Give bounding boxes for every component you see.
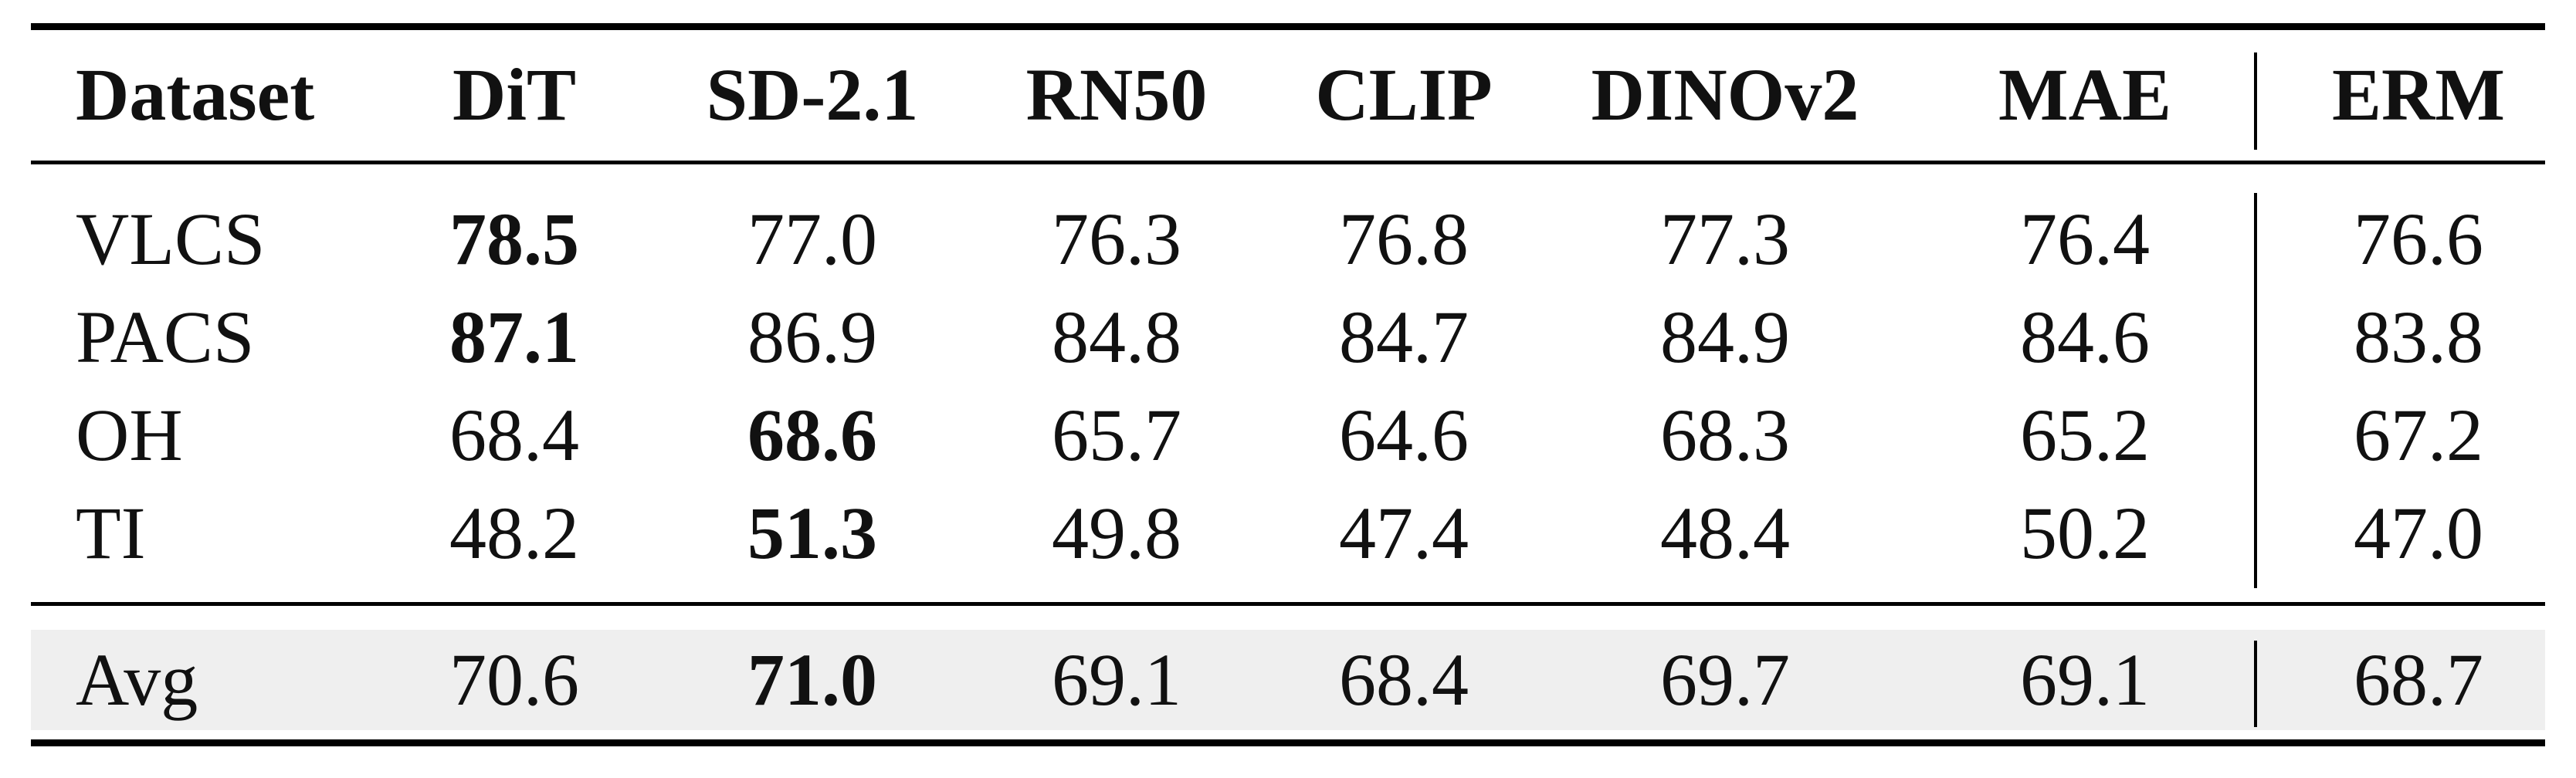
table-row-ti: TI 48.2 51.3 49.8 47.4 48.4 50.2 47.0 — [0, 491, 2576, 576]
row-label: PACS — [76, 296, 255, 378]
table-cell: 51.3 — [747, 492, 877, 574]
table-row-oh: OH 68.4 68.6 65.7 64.6 68.3 65.2 67.2 — [0, 393, 2576, 478]
table-cell: 83.8 — [2354, 296, 2483, 378]
header-cell-dinov2: DINOv2 — [1591, 53, 1859, 136]
table-row-pacs: PACS 87.1 86.9 84.8 84.7 84.9 84.6 83.8 — [0, 295, 2576, 380]
table-cell: 69.1 — [1052, 638, 1181, 721]
table-cell: 70.6 — [449, 638, 579, 721]
table-cell: 48.4 — [1660, 492, 1790, 574]
column-separator — [2254, 641, 2257, 727]
header-cell-erm: ERM — [2332, 53, 2505, 136]
row-label: VLCS — [76, 198, 266, 280]
table-cell: 84.6 — [2020, 296, 2150, 378]
table-cell: 65.2 — [2020, 394, 2150, 476]
table-cell: 71.0 — [747, 638, 877, 721]
table-cell: 69.1 — [2020, 638, 2150, 721]
table-cell: 76.6 — [2354, 198, 2483, 280]
row-label: Avg — [76, 638, 198, 721]
table-cell: 77.0 — [747, 198, 877, 280]
table-cell: 78.5 — [449, 198, 579, 280]
header-cell-dit: DiT — [452, 53, 577, 136]
table-cell: 69.7 — [1660, 638, 1790, 721]
row-label: OH — [76, 394, 183, 476]
table-cell: 84.8 — [1052, 296, 1181, 378]
avg-separator-rule — [31, 602, 2545, 606]
table-cell: 68.4 — [1339, 638, 1469, 721]
table-cell: 68.7 — [2354, 638, 2483, 721]
column-separator — [2254, 52, 2257, 150]
header-cell-rn50: RN50 — [1025, 53, 1208, 136]
header-cell-clip: CLIP — [1315, 53, 1493, 136]
header-cell-mae: MAE — [1998, 53, 2171, 136]
table-cell: 76.8 — [1339, 198, 1469, 280]
top-rule — [31, 23, 2545, 30]
table-cell: 84.9 — [1660, 296, 1790, 378]
table-cell: 64.6 — [1339, 394, 1469, 476]
table-cell: 67.2 — [2354, 394, 2483, 476]
table-cell: 76.4 — [2020, 198, 2150, 280]
avg-row-highlight — [31, 630, 2545, 730]
table-cell: 84.7 — [1339, 296, 1469, 378]
header-cell-sd21: SD-2.1 — [706, 53, 919, 136]
table-cell: 77.3 — [1660, 198, 1790, 280]
table-cell: 47.0 — [2354, 492, 2483, 574]
row-label: TI — [76, 492, 146, 574]
table-cell: 50.2 — [2020, 492, 2150, 574]
table-cell: 47.4 — [1339, 492, 1469, 574]
table-cell: 68.6 — [747, 394, 877, 476]
table-cell: 49.8 — [1052, 492, 1181, 574]
table-header-row: Dataset DiT SD-2.1 RN50 CLIP DINOv2 MAE … — [0, 52, 2576, 137]
bottom-rule — [31, 739, 2545, 746]
table-cell: 86.9 — [747, 296, 877, 378]
table-cell: 65.7 — [1052, 394, 1181, 476]
table-cell: 68.4 — [449, 394, 579, 476]
table-cell: 87.1 — [449, 296, 579, 378]
table-cell: 48.2 — [449, 492, 579, 574]
table-cell: 68.3 — [1660, 394, 1790, 476]
header-rule — [31, 161, 2545, 164]
header-cell-dataset: Dataset — [76, 53, 315, 136]
table-row-avg: Avg 70.6 71.0 69.1 68.4 69.7 69.1 68.7 — [0, 638, 2576, 722]
table-cell: 76.3 — [1052, 198, 1181, 280]
table-row-vlcs: VLCS 78.5 77.0 76.3 76.8 77.3 76.4 76.6 — [0, 197, 2576, 282]
column-separator — [2254, 193, 2257, 588]
